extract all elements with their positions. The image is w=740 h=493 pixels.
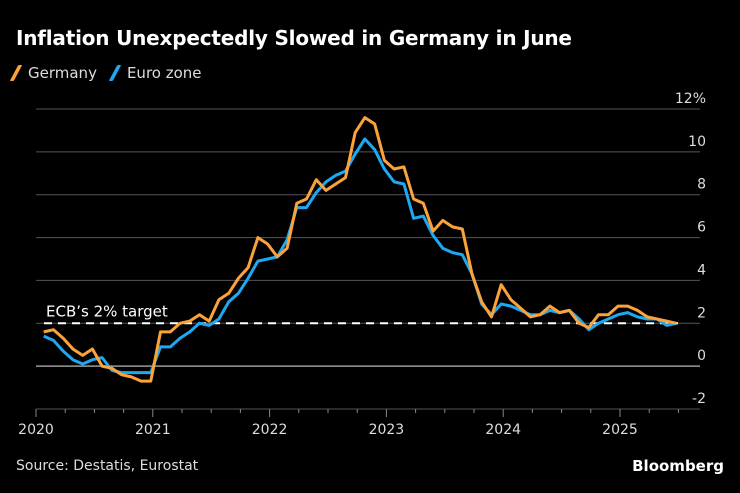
y-tick-label: -2 [692, 391, 706, 407]
y-tick-label: 2 [697, 305, 706, 321]
x-tick-label: 2020 [18, 422, 54, 438]
x-tick-label: 2021 [135, 422, 171, 438]
ecb-target-line: ECB’s 2% target [44, 302, 678, 325]
legend-label-germany: Germany [28, 64, 97, 82]
x-axis: 2020 2021 2022 2023 2024 2025 [18, 409, 679, 438]
source-note: Source: Destatis, Eurostat [16, 458, 199, 474]
y-axis-ticks: 12% 10 8 6 4 2 0 -2 [675, 91, 706, 407]
x-tick-label: 2023 [369, 422, 405, 438]
legend-item-euro-zone: Euro zone [108, 64, 202, 82]
y-tick-label: 4 [697, 262, 706, 278]
x-tick-label: 2022 [252, 422, 288, 438]
y-tick-label: 0 [697, 348, 706, 364]
legend-item-germany: Germany [9, 64, 97, 82]
x-tick-label: 2025 [602, 422, 638, 438]
series-line-euro-zone [43, 137, 677, 375]
y-tick-label: 10 [688, 134, 706, 150]
series-line-germany [43, 116, 677, 383]
y-tick-label: 8 [697, 177, 706, 193]
chart-title: Inflation Unexpectedly Slowed in Germany… [16, 26, 572, 50]
x-tick-label: 2024 [485, 422, 521, 438]
gridlines [36, 108, 700, 410]
legend: Germany Euro zone [9, 64, 202, 82]
y-tick-label: 12% [675, 91, 706, 107]
bloomberg-logo: Bloomberg [632, 457, 724, 475]
legend-label-euro-zone: Euro zone [126, 64, 202, 82]
series-lines [43, 116, 677, 383]
target-annotation: ECB’s 2% target [46, 302, 168, 320]
y-tick-label: 6 [697, 220, 706, 236]
